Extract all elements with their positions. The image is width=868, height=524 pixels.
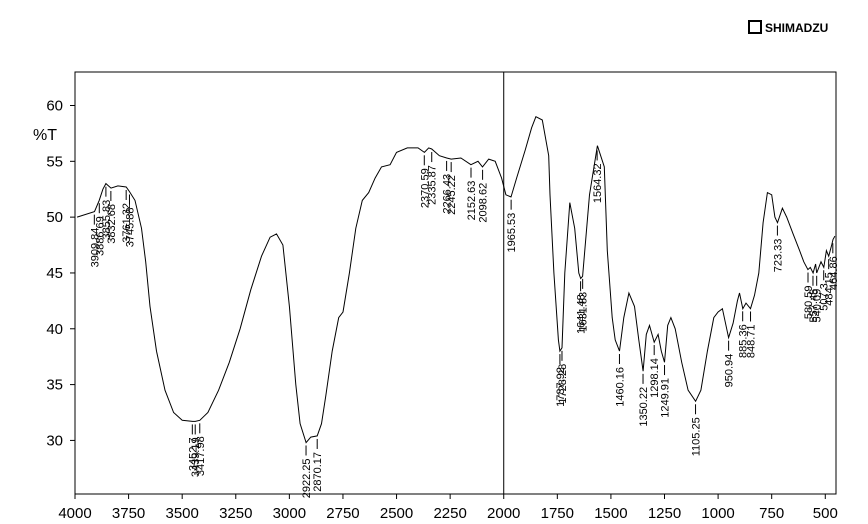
peak-label: 950.94: [724, 354, 736, 388]
peak-label: 885.36: [738, 324, 750, 358]
peak-label: 3761.32: [121, 203, 133, 243]
peak-label: 3745.88: [125, 208, 137, 248]
y-tick-label: 35: [46, 377, 63, 394]
peak-label: 1249.91: [660, 378, 672, 418]
peak-label: 1631.83: [578, 292, 590, 332]
x-tick-label: 4000: [58, 505, 91, 522]
peak-label: 2098.62: [478, 183, 490, 223]
x-tick-label: 3500: [165, 505, 198, 522]
x-tick-label: 750: [759, 505, 784, 522]
y-tick-label: 30: [46, 432, 63, 449]
x-tick-label: 2500: [380, 505, 413, 522]
spectrum-line: [76, 116, 836, 444]
x-tick-label: 500: [813, 505, 838, 522]
peak-label: 1728.28: [557, 364, 569, 404]
x-tick-label: 1000: [701, 505, 734, 522]
x-tick-label: 2250: [433, 505, 466, 522]
peak-label: 484.15: [824, 272, 836, 306]
peak-label: 540.09: [812, 289, 824, 323]
brand-name: SHIMADZU: [765, 21, 828, 35]
peak-label: 2870.17: [312, 452, 324, 492]
peak-label: 1965.53: [506, 213, 518, 253]
peak-label: 1564.32: [592, 163, 604, 203]
peak-label: 1737.92: [555, 367, 567, 407]
peak-label: 3832.68: [106, 204, 118, 244]
peak-label: 580.59: [803, 286, 815, 320]
peak-label: 557.45: [808, 289, 820, 323]
peak-label: 1641.48: [576, 294, 588, 334]
peak-label: 464.86: [828, 256, 840, 290]
peak-label: 3439.19: [190, 437, 202, 477]
peak-label: 2370.59: [419, 168, 431, 208]
x-tick-label: 2750: [326, 505, 359, 522]
x-tick-label: 2000: [487, 505, 520, 522]
x-tick-label: 3000: [273, 505, 306, 522]
peak-label: 3417.98: [195, 436, 207, 476]
plot-frame: [74, 71, 837, 495]
x-tick-label: 1250: [648, 505, 681, 522]
y-tick-label: 50: [46, 209, 63, 226]
x-tick-label: 3750: [112, 505, 145, 522]
y-tick-label: 60: [46, 97, 63, 114]
peak-label: 2266.43: [442, 174, 454, 214]
logo-icon: [748, 20, 762, 34]
x-tick-label: 1750: [541, 505, 574, 522]
peak-label: 2152.63: [466, 181, 478, 221]
peak-label: 3909.84: [89, 228, 101, 268]
y-axis-label: %T: [33, 127, 57, 144]
x-tick-label: 1500: [594, 505, 627, 522]
peak-label: 3855.83: [101, 200, 113, 240]
x-tick-label: 3250: [219, 505, 252, 522]
y-tick-label: 40: [46, 321, 63, 338]
peak-label: 1350.22: [638, 387, 650, 427]
peak-label: 1460.16: [615, 367, 627, 407]
brand-logo: SHIMADZU: [748, 20, 828, 35]
peak-label: 2245.22: [446, 175, 458, 215]
peak-label: 507.3: [819, 283, 831, 311]
peak-label: 848.71: [746, 325, 758, 359]
peak-label: 723.33: [772, 239, 784, 273]
peak-label: 3452.7: [187, 437, 199, 471]
peak-label: 1105.25: [691, 417, 703, 456]
peak-label: 1298.14: [649, 358, 661, 398]
peak-label: 2922.25: [301, 459, 313, 499]
peak-label: 3886.69: [94, 216, 106, 256]
y-tick-label: 55: [46, 153, 63, 170]
y-tick-label: 45: [46, 265, 63, 282]
peak-label: 2335.87: [427, 165, 439, 205]
